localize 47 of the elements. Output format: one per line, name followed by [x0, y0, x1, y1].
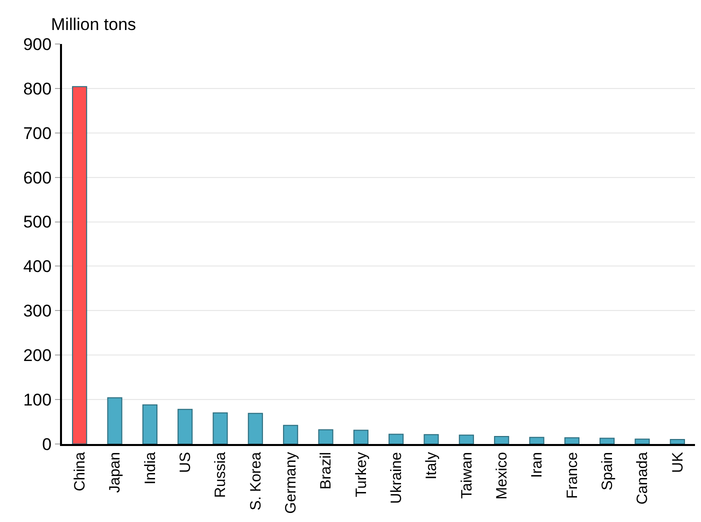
bar	[564, 437, 580, 444]
y-tick-label: 200	[23, 346, 52, 366]
bar	[283, 424, 298, 444]
x-tick-label: Mexico	[493, 452, 510, 500]
bar	[424, 434, 439, 444]
y-tick-label: 600	[23, 168, 52, 188]
bar	[670, 439, 685, 444]
y-axis-title: Million tons	[51, 15, 136, 34]
y-tick-label: 400	[23, 257, 52, 276]
y-tick-label: 700	[23, 124, 52, 143]
x-tick-label: Italy	[423, 452, 440, 480]
x-tick-label: Turkey	[352, 452, 370, 498]
y-tick-label: 100	[23, 390, 52, 410]
bar	[529, 436, 544, 444]
x-tick-label: Russia	[212, 451, 230, 498]
bar	[494, 436, 510, 444]
x-tick-label: US	[176, 452, 194, 473]
bar	[248, 412, 263, 444]
bar	[600, 438, 615, 444]
bar	[458, 434, 474, 444]
x-tick-label: Canada	[634, 451, 652, 505]
x-tick-label: UK	[669, 452, 686, 473]
x-tick-label: China	[71, 451, 88, 492]
x-tick-label: Taiwan	[458, 452, 476, 499]
y-tick-label: 300	[23, 302, 52, 321]
x-tick-label: France	[564, 452, 581, 499]
bar	[178, 408, 193, 444]
bar	[353, 430, 368, 444]
x-tick-label: Japan	[106, 452, 124, 493]
x-tick-label: Spain	[598, 452, 616, 490]
y-tick-label: 900	[23, 34, 52, 54]
bar	[318, 429, 334, 444]
x-tick-label: Iran	[528, 452, 546, 478]
bar	[107, 397, 122, 444]
y-tick-label: 500	[23, 212, 52, 232]
y-tick-label: 800	[23, 79, 52, 98]
bar	[142, 404, 158, 444]
bar	[634, 438, 650, 444]
bar	[212, 412, 228, 444]
x-tick-label: Ukraine	[388, 452, 405, 504]
x-tick-label: Germany	[282, 452, 300, 514]
x-tick-label: S. Korea	[247, 451, 264, 510]
bar	[388, 434, 404, 444]
x-tick-label: Brazil	[318, 452, 335, 490]
bar	[72, 86, 88, 444]
y-tick-label: 0	[42, 434, 52, 454]
x-tick-label: India	[142, 451, 159, 485]
